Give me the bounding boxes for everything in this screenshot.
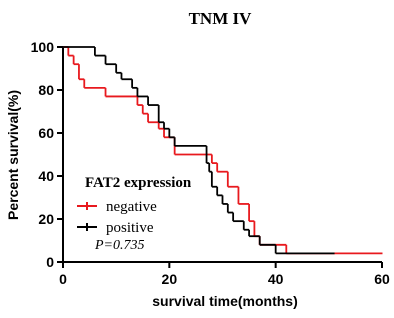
legend-label: positive <box>106 220 154 236</box>
x-tick-label: 0 <box>59 271 67 287</box>
y-tick-label: 80 <box>38 82 54 98</box>
legend-label: negative <box>106 199 157 215</box>
y-axis-label: Percent survival(%) <box>5 90 21 220</box>
x-tick-label: 40 <box>268 271 284 287</box>
legend-title: FAT2 expression <box>85 175 192 191</box>
y-tick-label: 0 <box>46 254 54 270</box>
y-tick-label: 60 <box>38 125 54 141</box>
y-tick-label: 100 <box>31 39 55 55</box>
chart-title: TNM IV <box>189 9 253 28</box>
y-tick-label: 40 <box>38 168 54 184</box>
x-tick-label: 60 <box>374 271 390 287</box>
x-axis-label: survival time(months) <box>152 293 297 309</box>
p-value: P=0.735 <box>94 238 145 253</box>
y-tick-label: 20 <box>38 211 54 227</box>
x-tick-label: 20 <box>162 271 178 287</box>
